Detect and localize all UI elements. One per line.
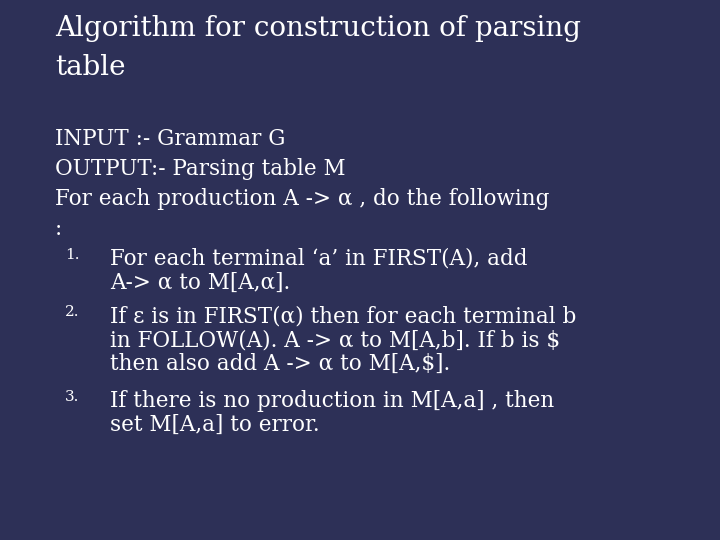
Text: A-> α to M[A,α].: A-> α to M[A,α]. (110, 272, 290, 294)
Text: 3.: 3. (65, 390, 79, 404)
Text: OUTPUT:- Parsing table M: OUTPUT:- Parsing table M (55, 158, 346, 180)
Text: then also add A -> α to M[A,$].: then also add A -> α to M[A,$]. (110, 353, 450, 375)
Text: 2.: 2. (65, 305, 79, 319)
Text: in FOLLOW(A). A -> α to M[A,b]. If b is $: in FOLLOW(A). A -> α to M[A,b]. If b is … (110, 329, 560, 351)
Text: INPUT :- Grammar G: INPUT :- Grammar G (55, 128, 286, 150)
Text: If ε is in FIRST(α) then for each terminal b: If ε is in FIRST(α) then for each termin… (110, 305, 577, 327)
Text: set M[A,a] to error.: set M[A,a] to error. (110, 414, 320, 436)
Text: 1.: 1. (65, 248, 79, 262)
Text: For each production A -> α , do the following: For each production A -> α , do the foll… (55, 188, 549, 210)
Text: If there is no production in M[A,a] , then: If there is no production in M[A,a] , th… (110, 390, 554, 412)
Text: :: : (55, 218, 62, 240)
Text: For each terminal ‘a’ in FIRST(A), add: For each terminal ‘a’ in FIRST(A), add (110, 248, 528, 270)
Text: Algorithm for construction of parsing
table: Algorithm for construction of parsing ta… (55, 15, 581, 80)
